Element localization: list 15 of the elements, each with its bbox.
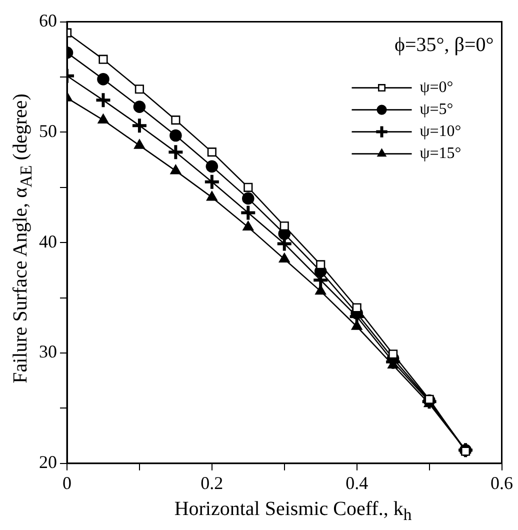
y-tick-label: 60 <box>39 10 57 31</box>
legend-label: ψ=5° <box>420 101 454 118</box>
annotation: ϕ=35°, β=0° <box>394 34 494 56</box>
x-tick-label: 0 <box>62 472 72 493</box>
y-tick-label: 20 <box>39 452 57 472</box>
legend-label: ψ=10° <box>420 123 462 140</box>
y-tick-label: 30 <box>39 342 57 362</box>
x-tick-label: 0.2 <box>200 472 224 493</box>
legend-label: ψ=15° <box>420 145 462 162</box>
x-tick-label: 0.6 <box>490 472 513 493</box>
y-tick-label: 50 <box>39 120 57 141</box>
y-tick-label: 40 <box>39 231 57 252</box>
x-tick-label: 0.4 <box>346 472 368 493</box>
x-axis-title: Horizontal Seismic Coeff., k$_{h}$ <box>173 498 413 525</box>
legend-label: ψ=0° <box>420 79 454 96</box>
